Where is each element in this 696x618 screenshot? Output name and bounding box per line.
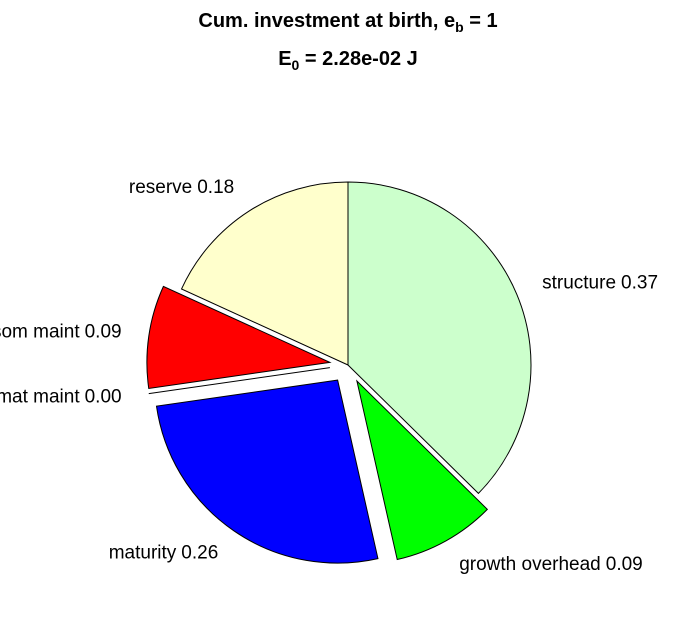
slice-label: reserve 0.18 — [129, 177, 234, 198]
pie-slice — [155, 379, 379, 564]
slice-label: growth overhead 0.09 — [459, 554, 643, 575]
chart-subtitle: E0 = 2.28e-02 J — [278, 48, 418, 72]
chart-title: Cum. investment at birth, eb = 1 — [198, 10, 497, 34]
slice-label: maturity 0.26 — [109, 542, 219, 563]
slice-value: 0.09 — [606, 554, 643, 575]
slice-name: mat maint — [0, 387, 80, 408]
slice-value: 0.00 — [85, 387, 122, 408]
slice-value: 0.18 — [197, 177, 234, 198]
pie-slice — [148, 367, 330, 395]
pie-slice — [180, 181, 349, 366]
slice-label: som maint 0.09 — [0, 321, 122, 342]
slice-value: 0.37 — [621, 273, 658, 294]
slice-label: mat maint 0.00 — [0, 387, 122, 408]
slice-name: maturity — [109, 542, 177, 563]
pie-slice — [146, 285, 332, 390]
slice-value: 0.09 — [85, 321, 122, 342]
pie-slice — [356, 379, 489, 561]
slice-name: som maint — [0, 321, 80, 342]
pie-slice — [347, 181, 532, 495]
slice-name: growth overhead — [459, 554, 601, 575]
slice-name: structure — [542, 273, 616, 294]
slice-name: reserve — [129, 177, 192, 198]
slice-value: 0.26 — [181, 542, 218, 563]
slice-label: structure 0.37 — [542, 273, 658, 294]
